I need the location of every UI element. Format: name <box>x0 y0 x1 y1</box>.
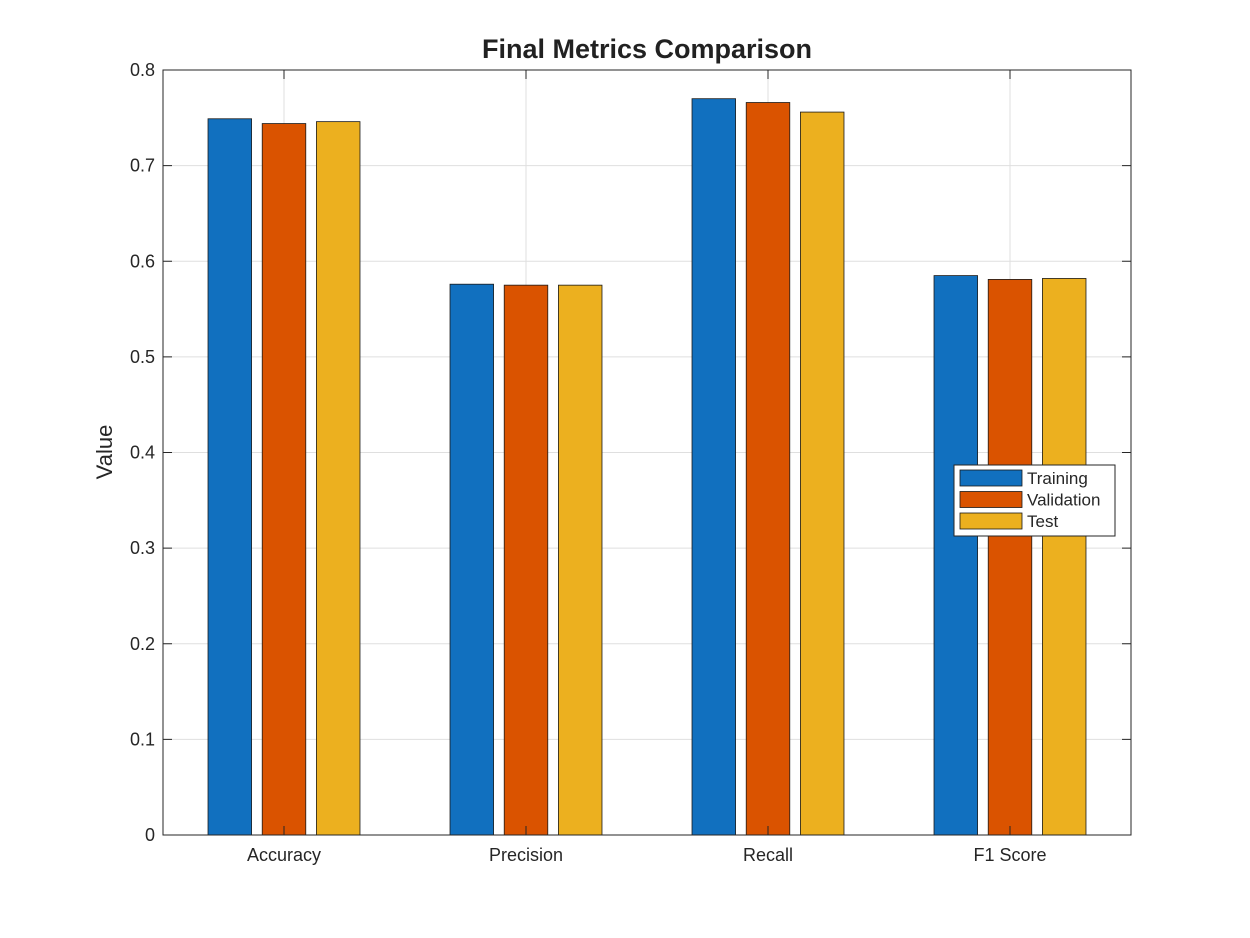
y-tick-label: 0.4 <box>130 443 155 463</box>
grid-lines <box>163 69 1131 836</box>
bar-marks <box>207 98 1087 836</box>
y-tick-label: 0.7 <box>130 156 155 176</box>
x-tick-label: Accuracy <box>247 845 321 865</box>
bar-test-f1-score <box>1042 278 1087 836</box>
y-tick-label: 0.2 <box>130 634 155 654</box>
y-tick-label: 0.3 <box>130 538 155 558</box>
y-axis-label: Value <box>92 425 117 480</box>
bar-validation-recall <box>745 102 791 836</box>
bar-test-precision <box>558 284 603 836</box>
bar-validation-precision <box>503 284 549 836</box>
x-tick-label: F1 Score <box>973 845 1046 865</box>
axis-ticks: 0 0.1 0.2 0.3 0.4 0.5 0.6 0.7 0.8 Accuracy Precisi… <box>130 60 1131 865</box>
bar-validation-accuracy <box>261 123 307 836</box>
legend-label-training: Training <box>1027 469 1088 488</box>
bar-validation-f1-score <box>987 279 1033 836</box>
legend-swatch-validation <box>959 491 1023 508</box>
y-tick-label: 0 <box>145 825 155 845</box>
x-tick-label: Precision <box>489 845 563 865</box>
bar-test-accuracy <box>316 121 361 836</box>
y-tick-label: 0.8 <box>130 60 155 80</box>
bar-training-precision <box>449 283 494 836</box>
legend: Training Validation Test <box>953 464 1116 537</box>
bar-training-f1-score <box>933 275 978 836</box>
x-tick-label: Recall <box>743 845 793 865</box>
y-tick-label: 0.6 <box>130 251 155 271</box>
chart-title: Final Metrics Comparison <box>482 34 812 64</box>
y-tick-label: 0.5 <box>130 347 155 367</box>
bar-training-accuracy <box>207 118 252 836</box>
legend-swatch-test <box>959 512 1023 530</box>
legend-label-test: Test <box>1027 512 1058 531</box>
bar-training-recall <box>691 98 736 836</box>
legend-swatch-training <box>959 469 1023 487</box>
bar-test-recall <box>800 111 845 836</box>
legend-label-validation: Validation <box>1027 491 1100 510</box>
y-tick-label: 0.1 <box>130 729 155 749</box>
